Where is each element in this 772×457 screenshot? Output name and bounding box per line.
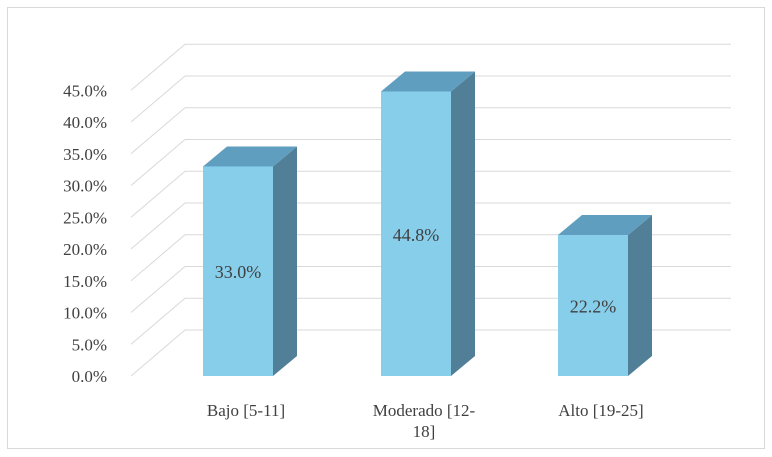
bar-top-face	[203, 146, 297, 167]
data-label: 33.0%	[215, 262, 262, 282]
bar-top-face	[381, 71, 475, 92]
gridline-diagonal	[130, 170, 186, 218]
data-label: 22.2%	[570, 297, 617, 317]
bar-side-face	[273, 146, 297, 376]
y-tick-label: 15.0%	[63, 272, 107, 291]
bar-front-face	[203, 166, 273, 376]
gridline-diagonal	[130, 107, 186, 155]
gridline-diagonal	[130, 202, 186, 250]
y-tick-label: 10.0%	[63, 304, 107, 323]
bar-side-face	[628, 215, 652, 376]
gridline-diagonal	[130, 234, 186, 282]
x-axis-category-labels: Bajo [5-11] Moderado [12-18] Alto [19-25]	[207, 401, 644, 441]
gridline-diagonal	[130, 266, 186, 313]
gridline-diagonal	[130, 139, 186, 186]
bar-3	[558, 215, 652, 376]
bar-front-face	[558, 235, 628, 376]
bar-side-face	[451, 71, 475, 377]
gridline-diagonal	[130, 297, 186, 345]
y-tick-label: 0.0%	[72, 367, 107, 386]
y-tick-label: 35.0%	[63, 145, 107, 164]
data-label: 44.8%	[393, 225, 440, 245]
x-category-label: Moderado [12-18]	[373, 401, 476, 441]
bar-top-face	[558, 215, 652, 236]
y-tick-label: 30.0%	[63, 177, 107, 196]
gridline-diagonal	[130, 43, 186, 91]
y-tick-label: 25.0%	[63, 208, 107, 227]
x-category-label: Bajo [5-11]	[207, 401, 285, 420]
y-tick-label: 45.0%	[63, 81, 107, 100]
x-category-label: Alto [19-25]	[558, 401, 643, 420]
bar-1	[203, 146, 297, 376]
y-axis-tick-labels: 0.0% 5.0% 10.0% 15.0% 20.0% 25.0% 30.0% 35.0% 40…	[63, 81, 107, 386]
bars	[203, 71, 652, 377]
gridline-diagonal	[130, 329, 186, 377]
bar-2	[381, 71, 475, 377]
bar-front-face	[381, 91, 451, 377]
y-tick-label: 40.0%	[63, 113, 107, 132]
y-tick-label: 5.0%	[72, 335, 107, 354]
data-labels: 33.0% 44.8% 22.2%	[215, 225, 617, 317]
gridline-diagonal	[130, 75, 186, 123]
y-tick-label: 20.0%	[63, 240, 107, 259]
